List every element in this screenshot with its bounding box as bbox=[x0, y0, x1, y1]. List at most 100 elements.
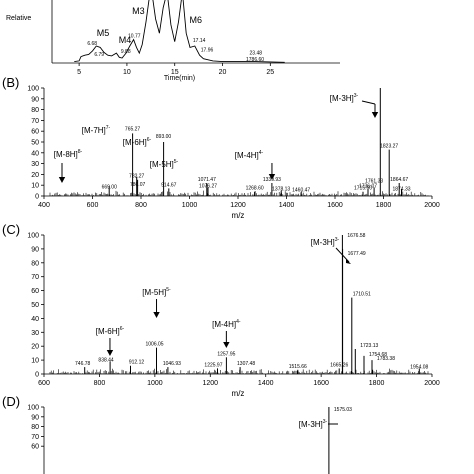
panel-c-peak-label: 1225.97 bbox=[204, 362, 222, 368]
panel-b-ion-label: [M-6H]6- bbox=[123, 137, 152, 147]
panel-b-xtick-label: 2000 bbox=[424, 202, 440, 209]
panel-a-peak-label: 6.79 bbox=[94, 52, 104, 58]
panel-a-xtick-label: 20 bbox=[219, 69, 227, 76]
ion-charge: 6- bbox=[120, 326, 125, 332]
panel-c-baseline-noise bbox=[49, 368, 429, 374]
panel-b-xlabel: m/z bbox=[232, 211, 245, 220]
panel-b-ytick-label: 100 bbox=[27, 86, 39, 93]
panel-c-main-ion-leader bbox=[335, 247, 350, 263]
panel-b-peak-label: 1378.13 bbox=[272, 187, 290, 193]
panel-a-peak-label: 9.88 bbox=[121, 49, 131, 55]
panel-b-peak-label: 1460.47 bbox=[292, 188, 310, 194]
panel-c-peak-label: 1006.05 bbox=[146, 342, 164, 348]
panel-a-peak-label: 1786.60 bbox=[246, 57, 264, 63]
panel-b-ion-label: [M-5H]5- bbox=[150, 159, 179, 169]
panel-b-main-ion-arrow-head bbox=[371, 112, 379, 118]
panel-b-xtick-label: 1600 bbox=[327, 202, 343, 209]
panel-b-ion-label: [M-4H]4- bbox=[235, 150, 264, 160]
panel-b-peak-label: 1076.27 bbox=[199, 183, 217, 189]
panel-c-ytick-label: 100 bbox=[27, 233, 39, 240]
panel-b-peak-label: 1874.33 bbox=[392, 187, 410, 193]
peak-marker-m6: M6 bbox=[189, 15, 202, 25]
panel-d-ytick-label: 90 bbox=[31, 414, 39, 421]
panel-b-peak-label: 782.27 bbox=[129, 174, 145, 180]
panel-d-ytick-label: 60 bbox=[31, 444, 39, 451]
panel-d-ion-label: [M-3H]3- bbox=[299, 419, 328, 429]
panel-b-peak-label: 893.00 bbox=[156, 134, 172, 140]
panel-b-ytick-label: 60 bbox=[31, 129, 39, 136]
panel-c-main-ion-head bbox=[346, 259, 351, 264]
panel-c-peak-label: 1257.95 bbox=[217, 351, 235, 357]
panel-c-peak-label: 1783.38 bbox=[377, 356, 395, 362]
panel-d-ytick-label: 80 bbox=[31, 424, 39, 431]
panel-c-ion-label: [M-3H]3- bbox=[311, 237, 340, 247]
panel-b-ytick-label: 90 bbox=[31, 96, 39, 103]
ion-formula: [M-6H] bbox=[96, 327, 120, 336]
panel-c-peak-label: 1677.49 bbox=[348, 251, 366, 257]
panel-a-peak-label: 10.77 bbox=[128, 34, 141, 40]
panel-c-ion-label: [M-6H]6- bbox=[96, 326, 125, 336]
panel-b-peak-label: 1823.27 bbox=[380, 144, 398, 150]
panel-d-ytick-label: 100 bbox=[27, 405, 39, 412]
panel-b-peak-label: 1736.07 bbox=[359, 184, 377, 190]
panel-b-label: (B) bbox=[2, 75, 19, 90]
panel-a-peak-label: 17.96 bbox=[201, 48, 214, 54]
peak-marker-m4: M4 bbox=[119, 35, 132, 45]
panel-b-xtick-label: 1400 bbox=[279, 202, 295, 209]
panel-c-xtick-label: 1400 bbox=[258, 380, 274, 387]
panel-d-peak-label: 1575.03 bbox=[334, 407, 352, 413]
panel-b-ion-label: [M-8H]8- bbox=[54, 149, 83, 159]
peak-marker-m3: M3 bbox=[132, 6, 145, 16]
panel-b-peak-label: 1864.67 bbox=[390, 177, 408, 183]
panel-a-peak-label: 23.48 bbox=[250, 51, 263, 57]
panel-c-ytick-label: 20 bbox=[31, 344, 39, 351]
panel-c-peak-label: 838.44 bbox=[98, 357, 114, 363]
panel-c-ion-arrow-head bbox=[223, 342, 230, 348]
ion-formula: [M-6H] bbox=[123, 138, 147, 147]
ion-formula: [M-7H] bbox=[82, 126, 106, 135]
panel-b-main-ion-leader bbox=[361, 100, 376, 105]
panel-c-ytick-label: 70 bbox=[31, 274, 39, 281]
panel-b-ion-arrow-head bbox=[268, 174, 276, 180]
panel-c-peak-label: 1046.93 bbox=[163, 361, 181, 367]
ion-charge: 6- bbox=[147, 137, 152, 143]
ion-charge: 3- bbox=[354, 93, 359, 99]
panel-c-peak-label: 1754.68 bbox=[369, 352, 387, 358]
panel-a-ylabel: Relative bbox=[6, 15, 31, 22]
panel-c-peak-label: 746.78 bbox=[75, 361, 91, 367]
panel-c-xtick-label: 1000 bbox=[147, 380, 163, 387]
panel-c-peak-label: 1954.08 bbox=[410, 364, 428, 370]
panel-b-peak-label: 1761.33 bbox=[365, 178, 383, 184]
panel-b-xtick-label: 1000 bbox=[182, 202, 198, 209]
panel-c-xtick-label: 1800 bbox=[369, 380, 385, 387]
panel-b-ytick-label: 80 bbox=[31, 107, 39, 114]
peak-marker-m5: M5 bbox=[97, 28, 110, 38]
panel-b-peak-label: 1268.60 bbox=[246, 186, 264, 192]
chromatogram-trace bbox=[74, 0, 285, 63]
panel-c-xtick-label: 1200 bbox=[202, 380, 218, 387]
ion-formula: [M-4H] bbox=[212, 320, 236, 329]
panel-c-xtick-label: 600 bbox=[38, 380, 50, 387]
panel-b-xtick-label: 1200 bbox=[230, 202, 246, 209]
panel-b-ytick-label: 40 bbox=[31, 150, 39, 157]
panel-c-peak-label: 1665.26 bbox=[330, 362, 348, 368]
ion-formula: [M-3H] bbox=[299, 420, 323, 429]
panel-c-ytick-label: 0 bbox=[35, 372, 39, 379]
panel-b-peak-label: 914.67 bbox=[161, 182, 177, 188]
panel-b-peak-label: 669.00 bbox=[102, 184, 118, 190]
panel-d-label: (D) bbox=[2, 394, 20, 409]
panel-b-ytick-label: 70 bbox=[31, 118, 39, 125]
ion-charge: 5- bbox=[174, 159, 179, 165]
ion-charge: 5- bbox=[166, 287, 171, 293]
panel-a-xlabel: Time(min) bbox=[164, 75, 195, 82]
panel-c-ion-label: [M-4H]4- bbox=[212, 319, 241, 329]
panel-c-ytick-label: 40 bbox=[31, 316, 39, 323]
panel-b-ytick-label: 30 bbox=[31, 161, 39, 168]
panel-c-peak-label: 1307.48 bbox=[237, 361, 255, 367]
panel-c-ytick-label: 10 bbox=[31, 358, 39, 365]
ion-charge: 7- bbox=[106, 125, 111, 131]
panel-a-xtick-label: 5 bbox=[77, 69, 81, 76]
ion-formula: [M-3H] bbox=[311, 238, 335, 247]
panel-b-xtick-label: 800 bbox=[135, 202, 147, 209]
